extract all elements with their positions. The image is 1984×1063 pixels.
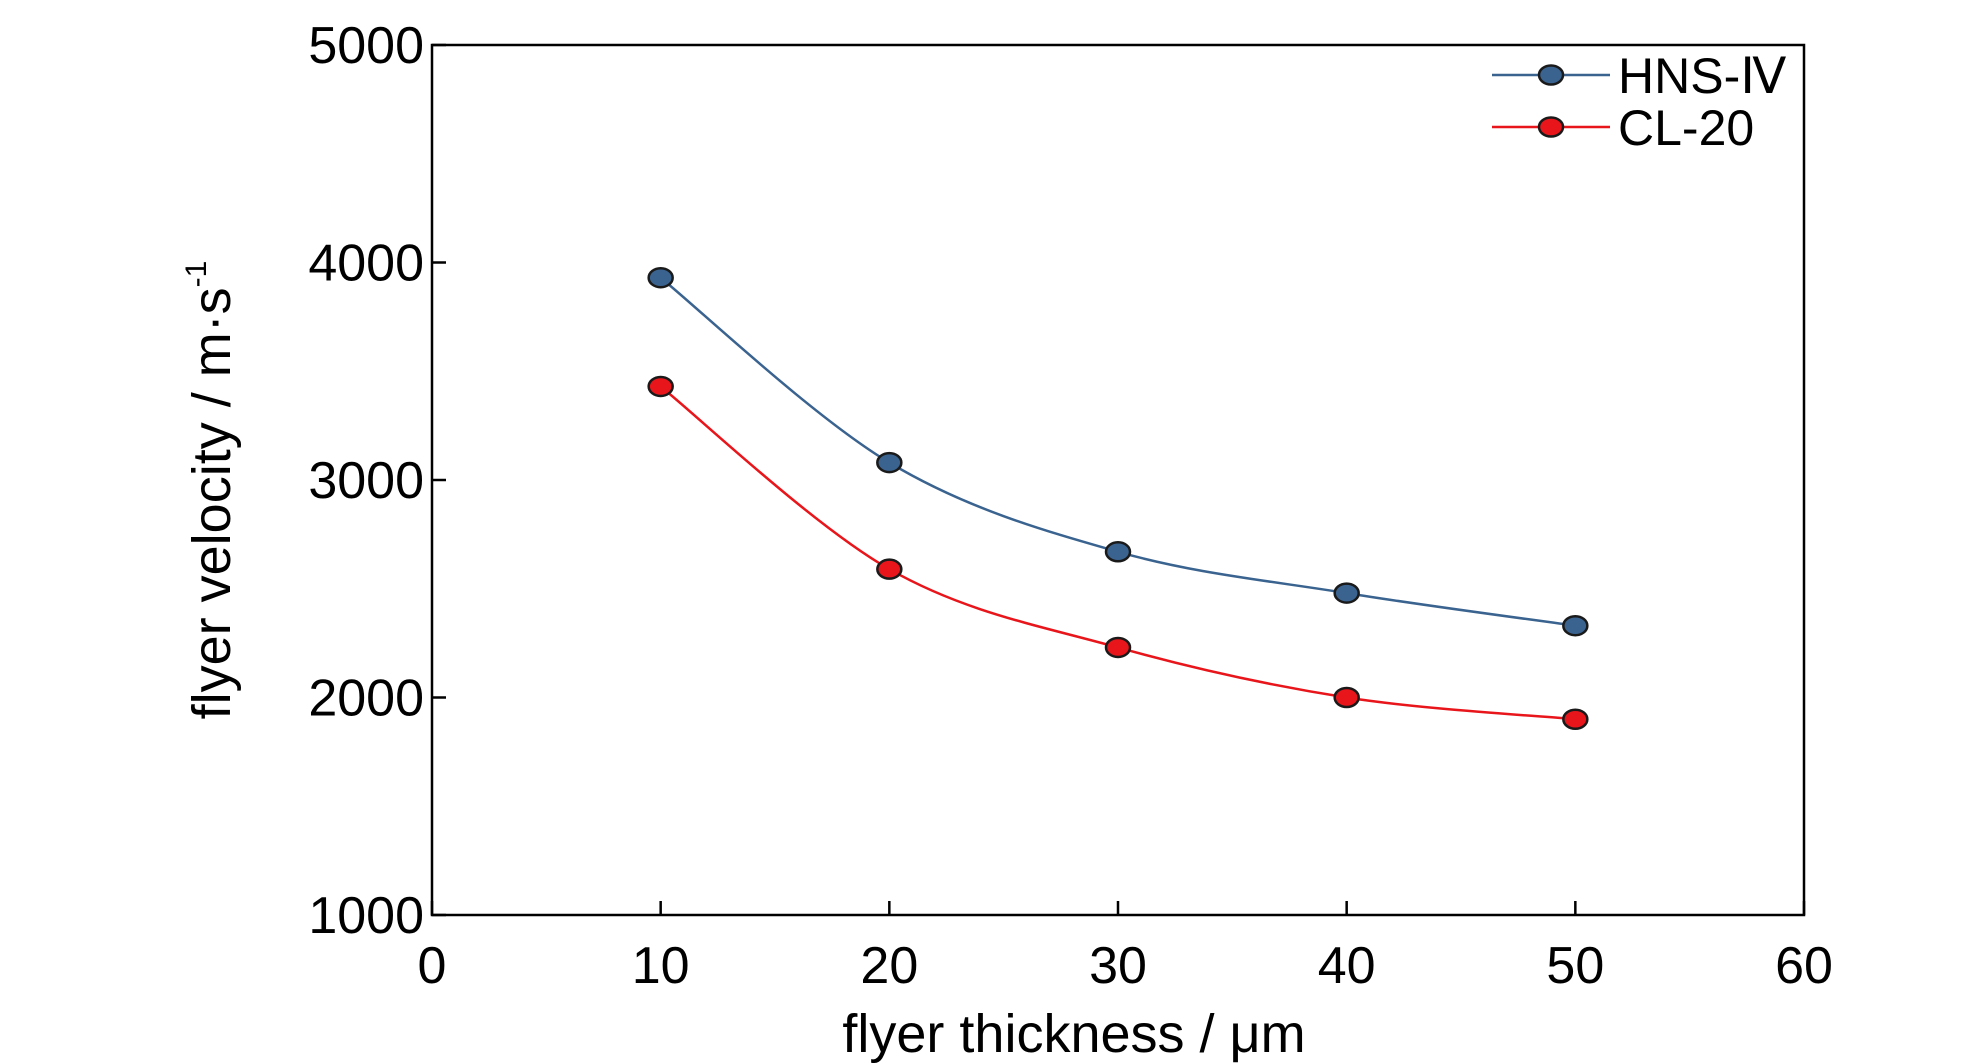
x-tick-label-3: 30 [1089,937,1147,995]
x-tick-label-0: 0 [418,937,447,995]
plot-frame [430,43,1806,917]
y-tick-label-2: 3000 [308,452,424,510]
series-0-point-4 [1562,614,1589,637]
series-0 [647,266,1589,637]
x-tick-label-6: 60 [1775,937,1833,995]
series-0-point-0 [647,266,674,289]
series-1-point-4 [1562,708,1589,730]
y-axis-title: flyer velocity / m·s [182,287,242,719]
legend-marker-0 [1537,64,1565,86]
x-tick-label-1: 10 [632,937,690,995]
series-1-point-3 [1333,686,1360,709]
y-tick-label-3: 4000 [308,235,424,293]
y-axis-title-group: flyer velocity / m·s-1 [180,261,242,720]
y-tick-label-0: 1000 [308,887,424,945]
series-0-point-1 [876,451,903,474]
y-axis-ticks: 1000 2000 3000 4000 5000 [308,17,446,945]
series-1-point-1 [876,558,903,580]
legend-marker-1 [1537,116,1565,138]
series-1-point-2 [1104,636,1132,659]
x-tick-label-4: 40 [1318,937,1376,995]
series-line-0 [659,276,1576,627]
series-1-point-0 [647,375,674,398]
y-tick-label-1: 2000 [308,670,424,728]
x-tick-label-5: 50 [1546,937,1604,995]
x-axis-title: flyer thickness / μm [842,1004,1305,1063]
series-layer [647,266,1589,730]
series-0-point-2 [1104,541,1132,563]
x-tick-label-2: 20 [860,937,918,995]
legend-label-1: CL-20 [1618,100,1754,156]
y-axis-title-exponent: -1 [180,261,213,288]
series-1 [647,375,1589,730]
svg-text:flyer velocity / m·s-1: flyer velocity / m·s-1 [180,261,242,720]
x-axis-ticks: 0 10 20 30 40 50 60 [418,901,1833,995]
y-tick-label-4: 5000 [308,17,424,75]
legend-label-0: HNS-Ⅳ [1618,48,1786,104]
series-0-point-3 [1333,582,1360,604]
